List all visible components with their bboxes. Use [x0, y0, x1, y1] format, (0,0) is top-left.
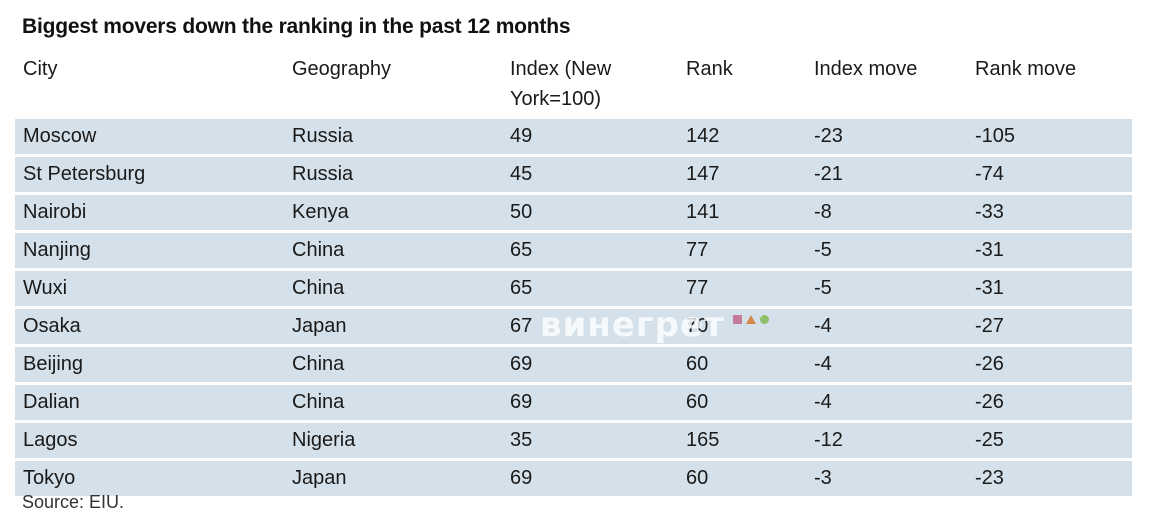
column-header-rank: Rank — [686, 58, 733, 80]
cell-index-move: -5 — [814, 239, 832, 261]
cell-rank: 77 — [686, 277, 709, 299]
cell-city: Moscow — [23, 125, 97, 147]
cell-geography: Russia — [292, 125, 354, 147]
cell-geography: Kenya — [292, 201, 349, 223]
cell-index: 67 — [510, 315, 533, 337]
cell-rank-move: -105 — [975, 125, 1016, 147]
cell-geography: China — [292, 391, 345, 413]
cell-rank: 60 — [686, 391, 709, 413]
cell-index-move: -5 — [814, 277, 832, 299]
cell-rank: 60 — [686, 353, 709, 375]
table-row: St Petersburg Russia 45 147 -21 -74 — [15, 157, 1132, 192]
table-row: Osaka Japan 67 70 -4 -27 — [15, 309, 1132, 344]
column-header-rank-move: Rank move — [975, 58, 1077, 80]
cell-rank-move: -74 — [975, 163, 1004, 185]
table-row: Moscow Russia 49 142 -23 -105 — [15, 119, 1132, 154]
cell-city: Osaka — [23, 315, 81, 337]
cell-index-move: -8 — [814, 201, 832, 223]
source-note: Source: EIU. — [22, 492, 125, 512]
cell-geography: Russia — [292, 163, 354, 185]
cell-city: Beijing — [23, 353, 84, 375]
cell-city: St Petersburg — [23, 163, 146, 185]
cell-rank-move: -31 — [975, 239, 1004, 261]
table-row: Beijing China 69 60 -4 -26 — [15, 347, 1132, 382]
cell-city: Nanjing — [23, 239, 91, 261]
cell-geography: China — [292, 353, 345, 375]
cell-rank-move: -27 — [975, 315, 1004, 337]
cell-index: 69 — [510, 467, 533, 489]
cell-index: 50 — [510, 201, 533, 223]
cell-geography: Nigeria — [292, 429, 356, 451]
cell-rank: 165 — [686, 429, 720, 451]
cell-geography: China — [292, 277, 345, 299]
cell-city: Wuxi — [23, 277, 68, 299]
column-header-index: Index (New York=100) — [510, 58, 612, 110]
column-header-index-move: Index move — [814, 58, 918, 80]
table-row: Nairobi Kenya 50 141 -8 -33 — [15, 195, 1132, 230]
table-title: Biggest movers down the ranking in the p… — [22, 15, 571, 38]
cell-geography: China — [292, 239, 345, 261]
cell-index: 35 — [510, 429, 533, 451]
cell-index: 69 — [510, 353, 533, 375]
cell-index: 45 — [510, 163, 533, 185]
cell-index: 69 — [510, 391, 533, 413]
cell-rank: 70 — [686, 315, 709, 337]
cell-index: 65 — [510, 239, 533, 261]
table-header: City Geography Index (New York=100) Rank… — [15, 52, 1132, 117]
cell-rank-move: -26 — [975, 391, 1004, 413]
cell-index: 49 — [510, 125, 533, 147]
table-row: Lagos Nigeria 35 165 -12 -25 — [15, 423, 1132, 458]
cell-index: 65 — [510, 277, 533, 299]
cell-geography: Japan — [292, 315, 347, 337]
cell-rank: 147 — [686, 163, 720, 185]
table-row: Wuxi China 65 77 -5 -31 — [15, 271, 1132, 306]
cell-geography: Japan — [292, 467, 347, 489]
column-header-city: City — [23, 58, 58, 80]
cell-index-move: -4 — [814, 353, 832, 375]
cell-rank: 142 — [686, 125, 720, 147]
cell-index-move: -12 — [814, 429, 843, 451]
cell-rank: 60 — [686, 467, 709, 489]
cell-city: Nairobi — [23, 201, 87, 223]
table-body: Moscow Russia 49 142 -23 -105 St Petersburg Rus… — [15, 119, 1132, 499]
cell-rank: 141 — [686, 201, 720, 223]
cell-city: Dalian — [23, 391, 80, 413]
cell-rank-move: -26 — [975, 353, 1004, 375]
cell-rank-move: -33 — [975, 201, 1004, 223]
column-header-geography: Geography — [292, 58, 391, 80]
cell-index-move: -3 — [814, 467, 832, 489]
cell-index-move: -4 — [814, 391, 832, 413]
cell-city: Lagos — [23, 429, 78, 451]
cell-rank: 77 — [686, 239, 709, 261]
movers-table: City Geography Index (New York=100) Rank… — [15, 52, 1132, 496]
cell-rank-move: -31 — [975, 277, 1004, 299]
table-row: Dalian China 69 60 -4 -26 — [15, 385, 1132, 420]
cell-index-move: -4 — [814, 315, 832, 337]
cell-index-move: -21 — [814, 163, 843, 185]
cell-city: Tokyo — [23, 467, 76, 489]
cell-index-move: -23 — [814, 125, 843, 147]
cell-rank-move: -23 — [975, 467, 1004, 489]
table-row: Nanjing China 65 77 -5 -31 — [15, 233, 1132, 268]
table-row: Tokyo Japan 69 60 -3 -23 — [15, 461, 1132, 496]
cell-rank-move: -25 — [975, 429, 1004, 451]
